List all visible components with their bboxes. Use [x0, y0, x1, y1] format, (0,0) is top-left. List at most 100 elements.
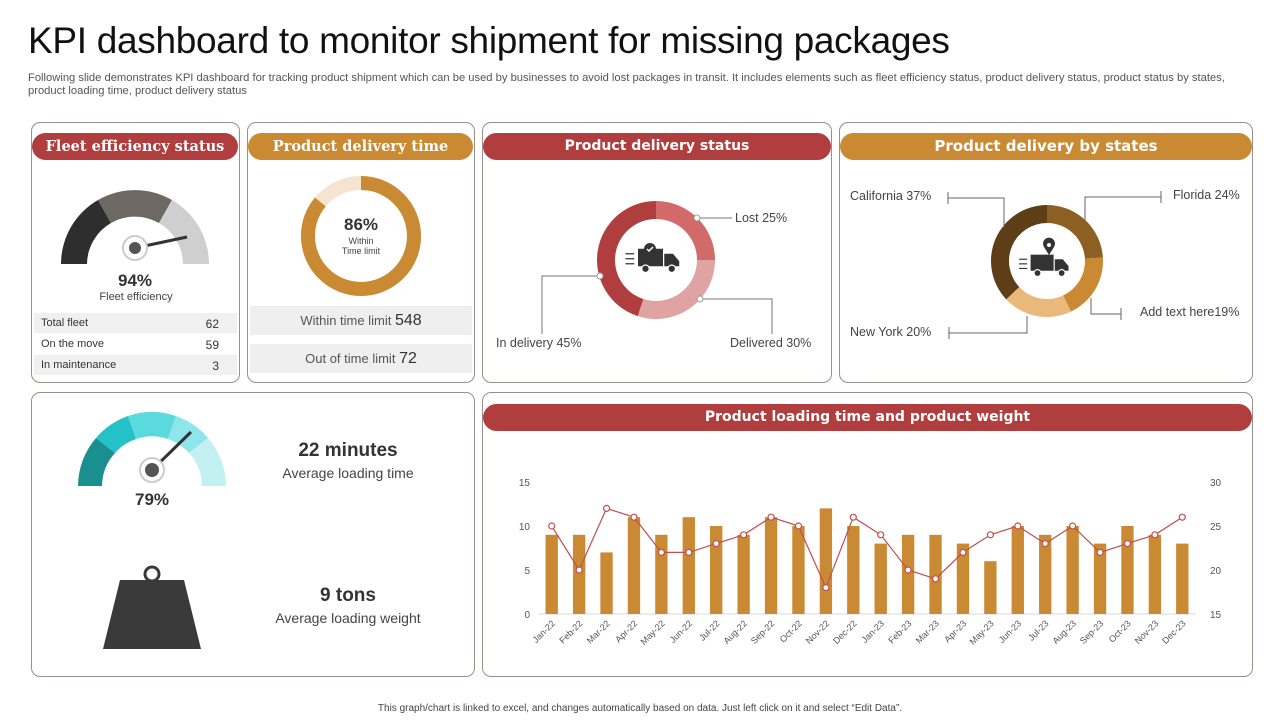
left-axis-tick: 10: [519, 522, 531, 533]
x-tick-label: Jan-23: [860, 618, 887, 645]
delivery-time-percent: 86%: [343, 215, 379, 234]
x-tick-label: Jul-22: [697, 618, 721, 642]
fleet-efficiency-header: Fleet efficiency status: [32, 133, 238, 160]
line-point-Jul-23: [1041, 539, 1049, 548]
donut-slice-florida: [1047, 205, 1103, 259]
donut-slice-lost: [656, 201, 715, 260]
loading-chart-header: Product loading time and product weight: [483, 404, 1252, 431]
left-axis-tick: 15: [519, 478, 531, 489]
bar-Nov-23: [1148, 534, 1162, 614]
leader-dot: [596, 272, 604, 280]
line-point-Apr-22: [630, 513, 638, 521]
bar-Feb-22: [572, 534, 586, 614]
page-subtitle: Following slide demonstrates KPI dashboa…: [28, 72, 1225, 97]
line-point-Oct-23: [1123, 539, 1132, 548]
page-title: KPI dashboard to monitor shipment for mi…: [28, 20, 950, 61]
bar-Oct-22: [792, 526, 805, 614]
bar-Jun-23: [1011, 526, 1024, 614]
line-point-Dec-22: [849, 513, 857, 521]
bar-Aug-23: [1066, 526, 1079, 614]
right-axis-tick: 20: [1210, 566, 1222, 577]
bar-Jun-22: [682, 517, 695, 614]
left-axis-tick: 0: [524, 610, 530, 621]
line-point-Nov-23: [1151, 531, 1159, 539]
x-tick-label: Nov-23: [1133, 618, 1161, 646]
bar-Nov-22: [819, 508, 833, 614]
out-of-time-value: 72: [399, 350, 417, 367]
row-value: 59: [205, 338, 219, 352]
line-point-May-22: [657, 548, 665, 557]
x-tick-label: Oct-23: [1107, 618, 1133, 644]
line-point-Mar-22: [602, 504, 611, 513]
loading-time-value: 22 minutes: [298, 440, 398, 461]
bar-Jul-23: [1039, 534, 1052, 614]
fleet-efficiency-caption: Fleet efficiency: [99, 291, 173, 303]
line-point-Oct-22: [794, 522, 803, 530]
x-tick-label: Feb-23: [886, 618, 913, 645]
line-point-Feb-22: [575, 566, 583, 574]
loading-time-caption: Average loading time: [282, 465, 414, 481]
donut-slice-add-text-here: [1063, 257, 1103, 312]
bar-May-22: [655, 534, 668, 614]
donut-slice-new-york: [1006, 287, 1071, 317]
delivery-status-donut: [541, 201, 773, 334]
gauge-segment-light: [159, 200, 209, 264]
x-tick-label: May-22: [638, 618, 666, 646]
bar-Sep-22: [764, 517, 778, 614]
loading-gauge-value: 79%: [134, 490, 170, 509]
x-tick-label: Jan-22: [531, 618, 558, 645]
bar-Dec-22: [847, 526, 860, 614]
leader-dot: [693, 214, 701, 222]
bar-Jul-22: [710, 526, 723, 614]
line-point-Jul-22: [712, 539, 720, 548]
row-label: Total fleet: [41, 317, 89, 329]
left-axis-tick: 5: [524, 566, 530, 577]
loading-time-line: [551, 507, 1183, 590]
delivery-time-arc: [301, 176, 421, 296]
states-donut: [947, 191, 1162, 339]
right-axis-tick: 15: [1210, 610, 1222, 621]
x-tick-label: Mar-22: [585, 618, 612, 645]
line-point-Sep-23: [1096, 548, 1104, 557]
states-label-new-york: New York 20%: [850, 325, 932, 339]
fleet-row-total: Total fleet 62: [34, 313, 237, 333]
delivery-status-label-in-delivery: In delivery 45%: [496, 336, 582, 350]
bar-Apr-23: [956, 543, 970, 614]
gauge-segment-mid: [98, 190, 172, 223]
bar-Mar-23: [929, 534, 942, 614]
loading-weight-caption: Average loading weight: [275, 610, 421, 626]
line-point-Jun-23: [1014, 522, 1022, 530]
truck-icon: [1019, 254, 1069, 278]
row-value: 3: [212, 359, 219, 373]
x-tick-label: May-23: [967, 618, 995, 646]
line-point-Sep-22: [767, 513, 775, 521]
bar-Sep-23: [1093, 543, 1107, 614]
x-tick-label: Jun-23: [997, 618, 1024, 645]
x-tick-label: Sep-22: [749, 618, 777, 646]
fleet-row-maintenance: In maintenance 3: [34, 355, 237, 375]
leader-line: [541, 275, 600, 334]
bar-Jan-22: [545, 534, 558, 614]
bar-Aug-22: [737, 534, 750, 614]
leader-line: [1084, 196, 1161, 220]
truck-icon: [625, 248, 680, 274]
line-point-Aug-23: [1069, 522, 1077, 530]
bar-Mar-22: [600, 552, 613, 614]
right-axis-tick: 30: [1210, 478, 1222, 489]
fleet-row-moving: On the move 59: [34, 334, 237, 354]
x-tick-label: Apr-22: [613, 618, 639, 644]
loading-gauge: [78, 412, 226, 486]
within-time-value: 548: [394, 312, 422, 329]
delivery-status-label-delivered: Delivered 30%: [730, 336, 812, 350]
bar-Jan-23: [874, 543, 887, 614]
x-tick-label: Aug-22: [721, 618, 749, 646]
row-label: In maintenance: [41, 359, 117, 371]
x-tick-label: Dec-23: [1160, 618, 1188, 646]
bar-Apr-22: [627, 517, 641, 614]
x-tick-label: Nov-22: [804, 618, 832, 646]
x-tick-label: Feb-22: [557, 618, 584, 645]
line-point-Dec-23: [1178, 513, 1186, 521]
leader-line: [700, 298, 773, 334]
states-label-florida: Florida 24%: [1173, 188, 1240, 202]
line-point-Jan-23: [877, 531, 885, 539]
